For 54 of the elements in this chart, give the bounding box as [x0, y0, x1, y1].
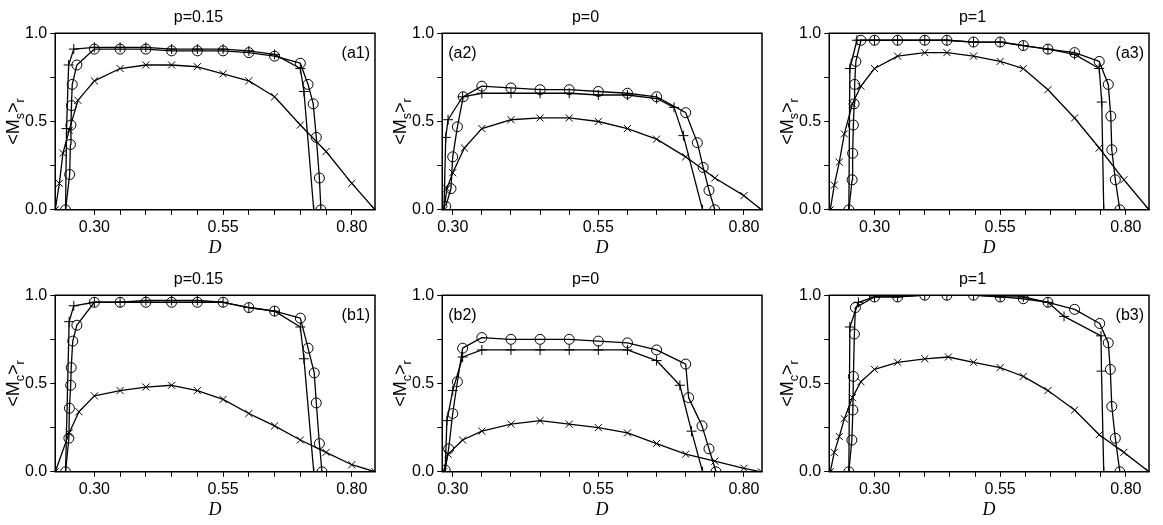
- y-tick-label: 0.5: [24, 373, 48, 391]
- y-tick-label: 0.0: [411, 462, 435, 480]
- x-tick-label: 0.30: [78, 217, 111, 235]
- y-tick-label: 1.0: [411, 23, 435, 41]
- x-tick-label: 0.30: [437, 217, 469, 235]
- y-tick-label: 1.0: [24, 285, 48, 303]
- x-tick-label: 0.80: [336, 217, 368, 235]
- annotation: (b3): [1115, 305, 1144, 323]
- y-tick-label: 1.0: [798, 23, 822, 41]
- chart-title: p=0.15: [173, 8, 224, 26]
- x-axis-title: D: [207, 236, 222, 257]
- x-tick-label: 0.55: [207, 479, 239, 497]
- y-tick-label: 0.0: [798, 200, 822, 218]
- chart-title: p=1: [958, 8, 987, 26]
- x-axis-title: D: [207, 498, 222, 519]
- y-tick-label: 0.5: [411, 111, 435, 129]
- x-axis-title: D: [981, 498, 996, 519]
- y-tick-label: 0.5: [24, 111, 48, 129]
- x-axis-title: D: [594, 498, 609, 519]
- x-tick-label: 0.80: [336, 479, 368, 497]
- x-tick-label: 0.55: [207, 217, 239, 235]
- y-tick-label: 0.0: [798, 462, 822, 480]
- x-tick-label: 0.55: [984, 217, 1016, 235]
- x-tick-label: 0.30: [78, 479, 111, 497]
- chart-title: p=1: [958, 270, 987, 288]
- y-tick-label: 0.5: [411, 373, 435, 391]
- x-tick-label: 0.80: [1110, 217, 1142, 235]
- y-tick-label: 1.0: [798, 285, 822, 303]
- annotation: (b1): [341, 305, 370, 323]
- x-tick-label: 0.30: [858, 479, 891, 497]
- annotation: (a1): [341, 43, 370, 61]
- annotation: (b2): [448, 305, 477, 323]
- chart-title: p=0: [571, 8, 600, 26]
- y-tick-label: 0.0: [411, 200, 435, 218]
- chart-title: p=0: [571, 270, 600, 288]
- chart-title: p=0.15: [173, 270, 224, 288]
- y-tick-label: 0.5: [798, 111, 822, 129]
- x-tick-label: 0.30: [858, 217, 891, 235]
- y-tick-label: 1.0: [411, 285, 435, 303]
- annotation: (a3): [1115, 43, 1144, 61]
- x-tick-label: 0.80: [728, 217, 760, 235]
- x-tick-label: 0.55: [984, 479, 1016, 497]
- y-tick-label: 0.5: [798, 373, 822, 391]
- x-tick-label: 0.80: [1110, 479, 1142, 497]
- annotation: (a2): [448, 43, 477, 61]
- y-tick-label: 1.0: [24, 23, 48, 41]
- x-tick-label: 0.30: [437, 479, 469, 497]
- y-tick-label: 0.0: [24, 200, 48, 218]
- y-tick-label: 0.0: [24, 462, 48, 480]
- x-axis-title: D: [594, 236, 609, 257]
- x-tick-label: 0.80: [728, 479, 760, 497]
- x-tick-label: 0.55: [582, 217, 615, 235]
- x-tick-label: 0.55: [582, 479, 615, 497]
- x-axis-title: D: [981, 236, 996, 257]
